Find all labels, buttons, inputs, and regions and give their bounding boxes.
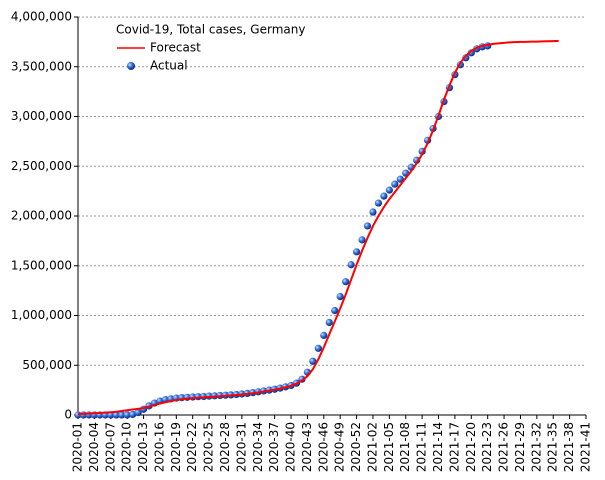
x-tick-label: 2020-28 xyxy=(218,422,232,472)
y-tick-label: 1,500,000 xyxy=(11,258,72,272)
data-point xyxy=(336,292,344,301)
x-tick-label: 2020-40 xyxy=(284,422,298,472)
data-point xyxy=(396,175,404,183)
x-tick-label: 2020-37 xyxy=(267,422,281,472)
y-tick-label: 3,000,000 xyxy=(11,109,72,123)
x-tick-label: 2020-13 xyxy=(136,422,150,472)
data-point xyxy=(320,331,328,339)
x-tick-label: 2020-19 xyxy=(169,422,183,472)
chart-title: Covid-19, Total cases, Germany xyxy=(116,23,305,37)
data-line xyxy=(77,39,559,415)
legend-label: Actual xyxy=(150,59,188,73)
x-tick-label: 2020-04 xyxy=(87,422,101,472)
data-point xyxy=(123,411,131,419)
y-tick-label: 2,000,000 xyxy=(11,209,72,223)
x-tick-label: 2021-14 xyxy=(431,422,445,472)
x-tick-label: 2021-29 xyxy=(513,422,527,472)
data-point xyxy=(467,49,475,57)
x-tick-label: 2020-01 xyxy=(71,422,85,472)
plot-area: 0 500,000 1,000,000 1,500,000 2,000,000 2,500… xyxy=(11,10,593,473)
x-tick-label: 2020-31 xyxy=(234,422,248,472)
data-point xyxy=(129,410,137,419)
data-point xyxy=(347,261,355,269)
x-tick-label: 2021-20 xyxy=(464,422,478,472)
data-point xyxy=(325,318,333,327)
x-tick-label: 2020-52 xyxy=(349,422,363,472)
data-point xyxy=(363,222,372,230)
data-point xyxy=(374,199,383,207)
data-point xyxy=(112,411,120,419)
x-tick-label: 2020-34 xyxy=(251,422,265,472)
data-point xyxy=(385,186,393,194)
legend-marker xyxy=(127,62,135,70)
x-tick-label: 2020-22 xyxy=(185,422,199,472)
data-point xyxy=(331,306,339,315)
x-tick-label: 2021-11 xyxy=(415,422,429,472)
x-tick-label: 2021-08 xyxy=(398,422,412,472)
data-point xyxy=(352,248,361,256)
x-tick-label: 2021-32 xyxy=(529,422,543,472)
x-tick-label: 2020-49 xyxy=(333,422,347,472)
x-tick-label: 2020-25 xyxy=(202,422,216,472)
legend-label: Forecast xyxy=(150,41,201,55)
y-tick-label: 4,000,000 xyxy=(11,10,72,24)
data-point xyxy=(342,278,350,286)
x-tick-label: 2021-26 xyxy=(497,422,511,472)
x-tick-label: 2021-38 xyxy=(562,422,576,472)
x-tick-label: 2021-17 xyxy=(447,422,461,472)
y-tick-label: 2,500,000 xyxy=(11,159,72,173)
data-point xyxy=(358,236,366,244)
y-tick-label: 1,000,000 xyxy=(11,308,72,322)
x-tick-label: 2020-10 xyxy=(120,422,134,472)
data-point xyxy=(391,180,399,188)
x-tick-label: 2021-35 xyxy=(546,422,560,472)
x-tick-label: 2020-43 xyxy=(300,422,314,472)
x-tick-label: 2021-05 xyxy=(382,422,396,472)
x-tick-label: 2020-46 xyxy=(316,422,330,472)
data-point xyxy=(118,411,126,419)
x-tick-label: 2020-16 xyxy=(152,422,166,472)
legend: Covid-19, Total cases, Germany Forecast … xyxy=(116,23,305,73)
x-tick-label: 2021-41 xyxy=(579,422,593,472)
x-tick-label: 2021-23 xyxy=(480,422,494,472)
data-point xyxy=(314,344,322,352)
data-point xyxy=(380,192,388,200)
data-point xyxy=(134,409,142,417)
y-tick-label: 3,500,000 xyxy=(11,59,72,73)
y-tick-label: 0 xyxy=(64,408,72,422)
data-point xyxy=(309,357,317,365)
x-tick-label: 2020-07 xyxy=(103,422,117,472)
y-tick-label: 500,000 xyxy=(22,358,72,372)
data-point xyxy=(369,208,377,216)
x-tick-label: 2021-02 xyxy=(365,422,379,472)
